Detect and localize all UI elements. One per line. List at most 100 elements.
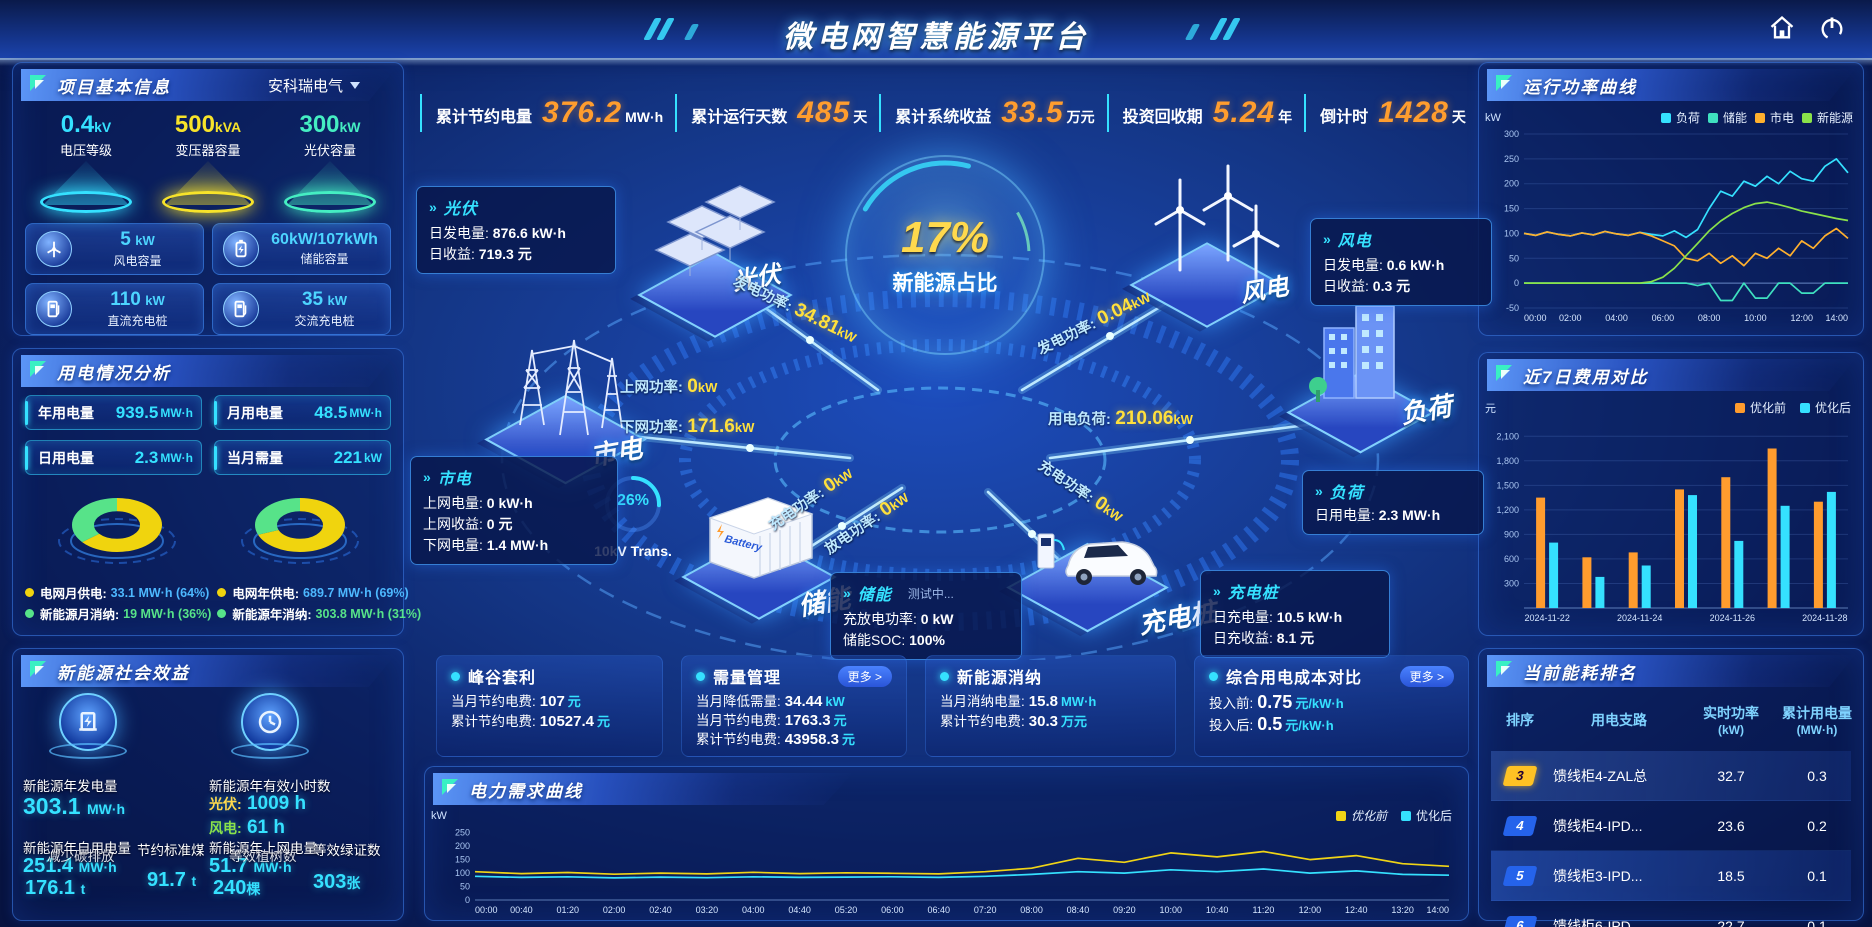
col-energy: 累计用电量 (MW·h): [1782, 705, 1852, 737]
dot-icon: [451, 671, 460, 681]
legend-grid-year: 电网年供电: 689.7 MW·h (69%): [217, 583, 421, 602]
glow-base: [284, 191, 376, 213]
legend-swatch: [1335, 810, 1346, 821]
wind-capacity-card: 5 kW 风电容量: [25, 223, 204, 275]
spotlight-label: 变压器容量: [175, 143, 241, 158]
card-arrow-icon: »: [1315, 483, 1323, 499]
legend-item-storage[interactable]: 储能: [1707, 109, 1747, 126]
card-arrow-icon: »: [843, 585, 851, 601]
panel-title: 电力需求曲线: [469, 781, 583, 801]
demand-more-button[interactable]: 更多 >: [837, 665, 892, 687]
svg-text:02:00: 02:00: [1559, 313, 1582, 323]
legend-item-before[interactable]: 优化前: [1734, 399, 1786, 416]
svg-text:1,800: 1,800: [1496, 456, 1519, 466]
svg-text:300: 300: [1504, 578, 1519, 588]
branch-name: 馈线柜4-ZAL总: [1553, 767, 1648, 784]
pv-node: [637, 180, 793, 338]
legend-swatch: [1734, 402, 1745, 413]
kpi-system-income: 累计系统收益 33.5 万元: [879, 94, 1106, 132]
legend-item-renewable[interactable]: 新能源: [1801, 109, 1853, 126]
demand-curve-panel: 电力需求曲线 kW 优化前 优化后 250 200 150 100 50 0 00:00 00…: [424, 766, 1469, 921]
hours-pedestal: [231, 693, 309, 759]
legend-swatch: [1400, 810, 1411, 821]
usage-unit: MW·h: [349, 405, 382, 420]
capacity-label: 风电容量: [113, 254, 162, 268]
summary-title: 峰谷套利: [468, 670, 537, 687]
wind-turbines-icon: [1154, 164, 1280, 290]
benefits-body: 新能源年发电量 303.1 MW·h 新能源年有效小时数 光伏: 1009 h …: [13, 687, 403, 912]
trees-label: 等效植树数: [229, 849, 297, 864]
kpi-value: 5.24: [1212, 96, 1276, 129]
legend-item-before[interactable]: 优化前: [1335, 807, 1387, 824]
svg-text:11:20: 11:20: [1252, 905, 1274, 915]
table-row[interactable]: 5 馈线柜3-IPD... 18.5 0.1: [1491, 851, 1851, 901]
panel-title: 运行功率曲线: [1523, 77, 1637, 97]
legend-item-grid[interactable]: 市电: [1754, 109, 1794, 126]
legend-swatch: [1707, 112, 1718, 123]
kpi-payback-period: 投资回收期 5.24 年: [1106, 94, 1304, 132]
capacity-unit: kW: [135, 233, 155, 248]
panel-corner-icon: [30, 75, 46, 91]
renewable-benefits-panel: 新能源社会效益 新能源年发电量 303.1 MW·h 新能源年有效小时数 光伏:…: [12, 648, 404, 921]
capacity-value: 60kW/107kWh: [271, 231, 378, 248]
col-rank: 排序: [1506, 712, 1534, 728]
svg-text:-50: -50: [1506, 303, 1519, 313]
rank-badge: 5: [1502, 865, 1538, 886]
kpi-saved-energy: 累计节约电量 376.2 MW·h: [420, 94, 675, 132]
col-power: 实时功率 (kW): [1703, 705, 1759, 737]
panel-header: 运行功率曲线: [1487, 69, 1855, 101]
power-value: 32.7: [1717, 767, 1745, 784]
usage-label: 当月需量: [227, 449, 283, 466]
ev-charging-icon: [1037, 533, 1158, 585]
legend-item-after[interactable]: 优化后: [1400, 807, 1452, 824]
legend-item-after[interactable]: 优化后: [1799, 399, 1851, 416]
power-curve-panel: 运行功率曲线 kW 负荷 储能 市电 新能源 300 250 200 150 100 50…: [1478, 62, 1864, 336]
svg-text:150: 150: [1504, 204, 1519, 214]
home-icon[interactable]: [1768, 14, 1796, 42]
company-selector[interactable]: 安科瑞电气: [268, 75, 361, 96]
wind-turbine-icon: [36, 231, 72, 267]
panel-corner-icon: [1496, 661, 1512, 677]
svg-text:02:40: 02:40: [649, 905, 672, 915]
svg-text:10:00: 10:00: [1744, 313, 1767, 323]
capacity-spotlights: 0.4kV 电压等级 500kVA 变压器容量 300kW 光伏容量: [25, 111, 391, 213]
to-grid-label: 新能源年上网电量: [209, 841, 317, 856]
power-icon[interactable]: [1818, 14, 1846, 42]
renewable-absorb-card: 新能源消纳 当月消纳电量: 15.8 MW·h 累计节约电费: 30.3 万元: [925, 655, 1176, 757]
transformer-pct: 26%: [616, 492, 650, 509]
svg-text:600: 600: [1504, 554, 1519, 564]
wind-hours: 风电: 61 h: [209, 817, 285, 838]
page-title: 微电网智慧能源平台: [783, 21, 1089, 54]
svg-text:03:20: 03:20: [695, 905, 718, 915]
panel-corner-icon: [442, 779, 458, 795]
usage-unit: kW: [364, 450, 382, 465]
svg-text:13:20: 13:20: [1391, 905, 1414, 915]
panel-corner-icon: [1496, 75, 1512, 91]
kpi-unit: 天: [853, 109, 868, 125]
power-value: 18.5: [1717, 867, 1745, 884]
svg-text:1,500: 1,500: [1496, 480, 1519, 490]
svg-text:2024-11-28: 2024-11-28: [1802, 613, 1847, 623]
usage-unit: MW·h: [160, 450, 193, 465]
y-axis-unit: kW: [1485, 111, 1501, 124]
cost-compare-chart: 2,100 1,800 1,500 1,200 900 600 300 2024-11-22 2…: [1496, 431, 1848, 623]
svg-text:14:00: 14:00: [1825, 313, 1848, 323]
svg-text:06:00: 06:00: [881, 905, 904, 915]
kpi-unit: 天: [1451, 109, 1466, 125]
capacity-value: 5: [120, 229, 131, 250]
coal-value: 91.7 t: [147, 869, 197, 891]
svg-text:10:40: 10:40: [1205, 905, 1228, 915]
power-value: 22.7: [1717, 917, 1745, 927]
svg-text:250: 250: [454, 828, 469, 838]
gen-label: 新能源年发电量: [23, 779, 118, 794]
capacity-label: 交流充电桩: [294, 314, 355, 328]
table-row[interactable]: 4 馈线柜4-IPD... 23.6 0.2: [1491, 801, 1851, 851]
table-row[interactable]: 3 馈线柜4-ZAL总 32.7 0.3: [1491, 751, 1851, 801]
cost-more-button[interactable]: 更多 >: [1399, 665, 1454, 687]
trees-value: 240棵: [213, 877, 261, 899]
legend-item-load[interactable]: 负荷: [1660, 109, 1700, 126]
panel-header: 当前能耗排名: [1487, 655, 1855, 687]
svg-text:04:00: 04:00: [742, 905, 765, 915]
table-row[interactable]: 6 馈线柜6-IPD 22.7 0.1: [1491, 901, 1851, 927]
